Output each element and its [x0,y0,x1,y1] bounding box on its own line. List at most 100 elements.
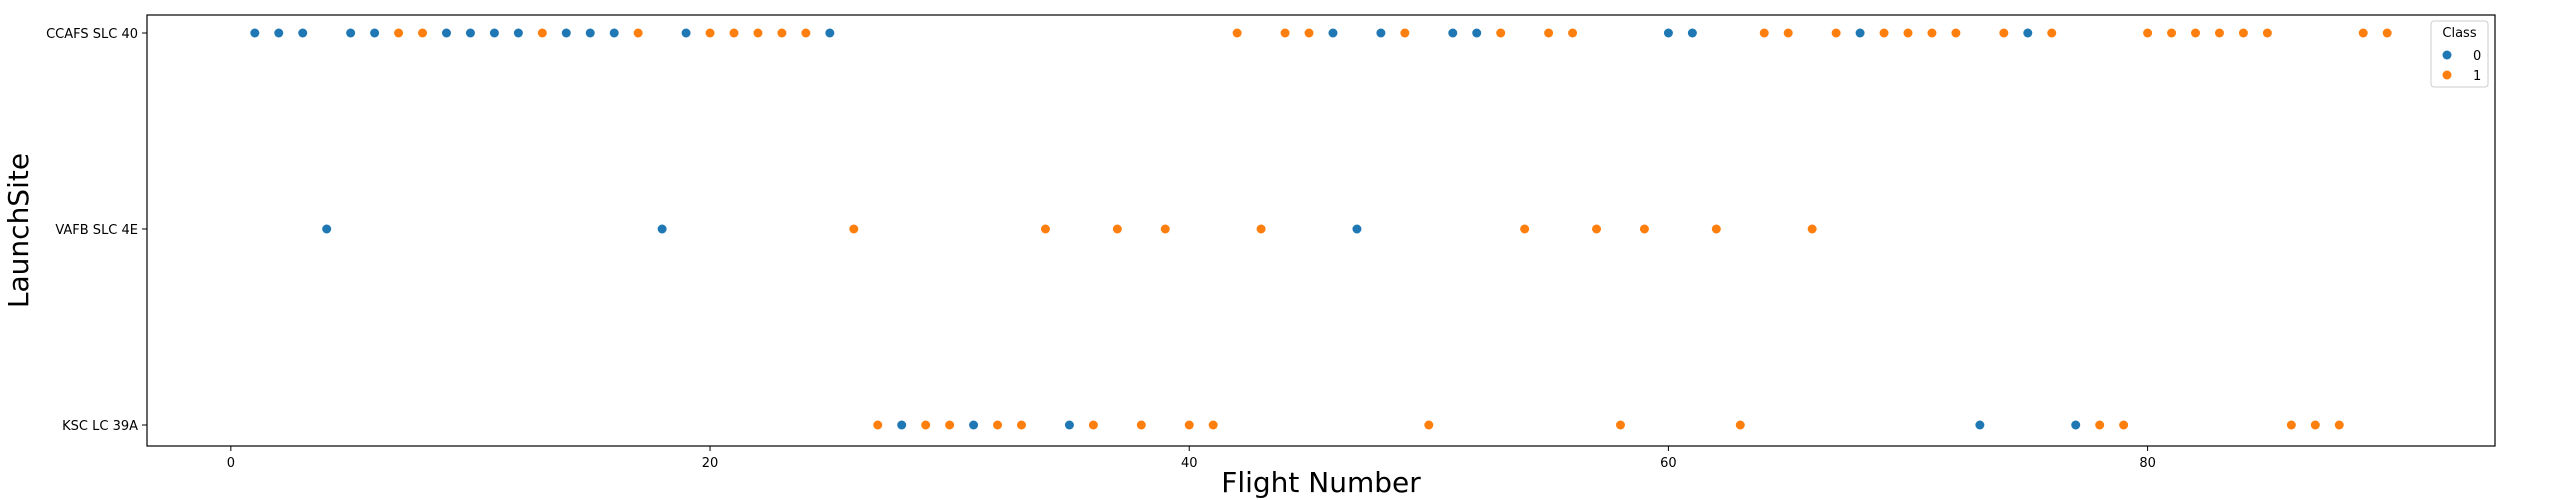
data-point-class-1 [729,28,739,38]
data-point-class-1 [753,28,763,38]
data-point-class-1 [1735,420,1745,430]
data-point-class-0 [1472,28,1482,38]
data-point-class-0 [250,28,260,38]
data-point-class-1 [2358,28,2368,38]
data-point-class-1 [1783,28,1793,38]
data-point-class-1 [2238,28,2248,38]
data-point-class-1 [849,224,859,234]
data-point-class-1 [1112,224,1122,234]
x-tick-label: 40 [1181,456,1198,471]
data-point-class-0 [609,28,619,38]
data-point-class-1 [1927,28,1937,38]
data-point-class-1 [1088,420,1098,430]
data-point-class-1 [1160,224,1170,234]
legend-marker-0 [2442,50,2452,60]
data-point-class-1 [2119,420,2129,430]
data-point-class-1 [921,420,931,430]
data-point-class-1 [2191,28,2201,38]
data-point-class-0 [322,224,332,234]
data-point-class-0 [465,28,475,38]
x-tick-label: 20 [702,456,719,471]
data-point-class-0 [825,28,835,38]
x-axis-label: Flight Number [1221,466,1421,499]
data-point-class-1 [1424,420,1434,430]
data-point-class-0 [1975,420,1985,430]
data-point-class-1 [1592,224,1602,234]
data-point-class-1 [873,420,883,430]
data-point-class-0 [1064,420,1074,430]
data-point-class-1 [2167,28,2177,38]
data-point-class-1 [1615,420,1625,430]
data-point-class-0 [489,28,499,38]
data-point-class-1 [1711,224,1721,234]
y-axis-label: LaunchSite [2,153,35,308]
data-point-class-0 [2071,420,2081,430]
data-point-class-1 [1017,420,1027,430]
data-point-class-1 [2214,28,2224,38]
data-point-class-0 [969,420,979,430]
data-point-class-1 [1256,224,1266,234]
data-point-class-1 [1136,420,1146,430]
data-point-class-1 [777,28,787,38]
data-point-class-0 [1663,28,1673,38]
data-point-class-1 [633,28,643,38]
data-point-class-1 [2143,28,2153,38]
data-point-class-1 [1544,28,1554,38]
data-point-class-1 [1568,28,1578,38]
data-point-class-0 [441,28,451,38]
data-point-class-1 [2286,420,2296,430]
data-point-class-1 [1879,28,1889,38]
legend: Class 0 1 [2430,20,2489,88]
data-point-class-0 [1352,224,1362,234]
data-point-class-0 [1328,28,1338,38]
data-point-class-1 [2262,28,2272,38]
data-point-class-0 [346,28,356,38]
plot-area-frame [146,14,2496,447]
data-point-class-1 [2382,28,2392,38]
y-tick-label: CCAFS SLC 40 [46,27,138,42]
data-point-class-0 [897,420,907,430]
data-point-class-1 [1807,224,1817,234]
legend-marker-1 [2442,70,2452,80]
x-tick-label: 0 [227,456,235,471]
legend-label-0: 0 [2473,49,2481,64]
data-point-class-1 [945,420,955,430]
data-point-class-1 [2047,28,2057,38]
data-point-class-1 [1208,420,1218,430]
data-point-class-0 [274,28,284,38]
data-point-class-0 [513,28,523,38]
legend-label-1: 1 [2473,69,2481,84]
data-point-class-0 [1855,28,1865,38]
data-point-class-0 [2023,28,2033,38]
y-tick-label: VAFB SLC 4E [55,223,138,238]
legend-title: Class [2442,26,2476,41]
x-tick-label: 80 [2139,456,2156,471]
data-point-class-1 [1280,28,1290,38]
data-point-class-0 [370,28,380,38]
data-point-class-0 [1376,28,1386,38]
data-point-class-1 [705,28,715,38]
data-point-class-1 [1903,28,1913,38]
data-point-class-0 [1687,28,1697,38]
data-point-class-1 [1304,28,1314,38]
data-point-class-1 [394,28,404,38]
data-point-class-1 [1951,28,1961,38]
data-point-class-1 [1184,420,1194,430]
data-point-class-1 [1040,224,1050,234]
data-point-class-1 [1520,224,1530,234]
data-point-class-1 [2310,420,2320,430]
data-point-class-0 [681,28,691,38]
data-point-class-0 [1448,28,1458,38]
data-point-class-1 [1400,28,1410,38]
axis-ticks: 0 20 40 60 80 CCAFS SLC 40 VAFB SLC 4E KSC LC 3… [46,27,2156,471]
x-tick-label: 60 [1660,456,1677,471]
data-point-class-1 [418,28,428,38]
data-point-class-0 [561,28,571,38]
y-tick-label: KSC LC 39A [62,419,138,434]
data-point-class-1 [1831,28,1841,38]
data-point-class-1 [1639,224,1649,234]
data-point-class-1 [537,28,547,38]
data-point-class-1 [1759,28,1769,38]
data-point-class-1 [993,420,1003,430]
